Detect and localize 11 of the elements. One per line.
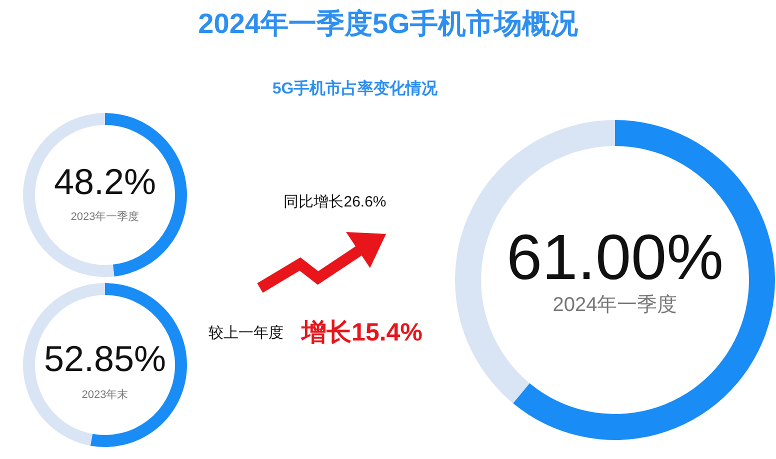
data-label: 61.00% [506, 221, 724, 293]
text: 5G手机市占率变化情况 [272, 78, 438, 100]
text: 较上一年度 [208, 324, 284, 342]
text: 2023年末 [82, 388, 128, 401]
text: 2023年一季度 [70, 210, 140, 223]
text: 同比增长26.6% [284, 192, 386, 212]
text: 2024年一季度 [552, 294, 678, 316]
data-label: 48.2% [54, 161, 156, 202]
text: 2024年一季度5G手机市场概况 [198, 7, 578, 41]
data-label: 52.85% [44, 338, 166, 379]
text: 增长15.4% [302, 318, 422, 348]
